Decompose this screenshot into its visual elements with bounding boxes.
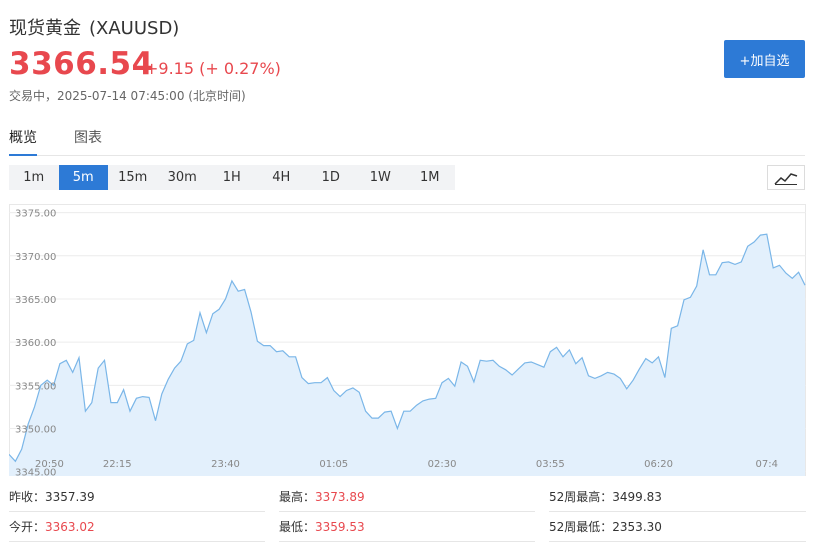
x-tick-label: 01:05	[319, 459, 348, 470]
x-tick-label: 22:15	[103, 459, 132, 470]
period-1h[interactable]: 1H	[222, 170, 241, 185]
x-tick-label: 03:55	[536, 459, 565, 470]
period-1d[interactable]: 1D	[321, 170, 340, 185]
x-tick-label: 20:50	[35, 459, 64, 470]
add-to-watchlist-button[interactable]: +加自选	[724, 40, 805, 78]
price-chart: 3375.00 3370.00 3365.00 3360.00 3355.00 3350.…	[9, 204, 806, 476]
y-tick-label: 3370.00	[15, 252, 56, 263]
price-area	[9, 234, 805, 476]
line-chart-icon	[774, 172, 798, 185]
stat-low: 最低： 3359.53	[279, 512, 535, 542]
tab-overview[interactable]: 概览	[9, 127, 37, 156]
instrument-symbol: (XAUUSD)	[89, 18, 180, 39]
y-tick-label: 3375.00	[15, 209, 56, 220]
stat-high: 最高： 3373.89	[279, 482, 535, 512]
y-tick-label: 3355.00	[15, 381, 56, 392]
y-tick-label: 3360.00	[15, 338, 56, 349]
period-4h[interactable]: 4H	[272, 170, 291, 185]
x-tick-label: 02:30	[428, 459, 457, 470]
period-30m[interactable]: 30m	[167, 170, 197, 185]
stat-label: 最低：	[279, 520, 316, 534]
stat-52w-high: 52周最高： 3499.83	[549, 482, 806, 512]
instrument-title: 现货黄金 (XAUUSD)	[9, 14, 179, 40]
stat-label: 52周最高：	[549, 490, 613, 504]
stat-value: 3357.39	[45, 489, 95, 504]
stat-prev-close: 昨收： 3357.39	[9, 482, 265, 512]
price-change: +9.15 (+ 0.27%)	[145, 59, 281, 78]
stat-open: 今开： 3363.02	[9, 512, 265, 542]
tab-chart[interactable]: 图表	[74, 130, 102, 146]
trading-status: 交易中，2025-07-14 07:45:00 (北京时间)	[9, 89, 246, 103]
stat-label: 昨收：	[9, 490, 46, 504]
period-1mo[interactable]: 1M	[420, 170, 440, 185]
period-15m[interactable]: 15m	[118, 170, 148, 185]
stat-value: 2353.30	[612, 519, 662, 534]
y-tick-label: 3350.00	[15, 425, 56, 436]
current-price: 3366.54	[9, 46, 154, 82]
chart-type-button[interactable]	[767, 165, 805, 190]
y-tick-label: 3345.00	[15, 468, 56, 476]
x-tick-label: 07:4	[756, 459, 778, 470]
stat-value: 3359.53	[315, 519, 365, 534]
instrument-name: 现货黄金	[9, 18, 81, 39]
price-line	[9, 233, 806, 463]
stat-value: 3499.83	[612, 489, 662, 504]
stat-label: 最高：	[279, 490, 316, 504]
y-tick-label: 3365.00	[15, 295, 56, 306]
stat-label: 今开：	[9, 520, 46, 534]
period-1m[interactable]: 1m	[23, 170, 45, 185]
x-tick-label: 23:40	[211, 459, 240, 470]
price-chart-svg: 3375.00 3370.00 3365.00 3360.00 3355.00 3350.…	[9, 204, 806, 476]
stat-label: 52周最低：	[549, 520, 613, 534]
stat-52w-low: 52周最低： 2353.30	[549, 512, 806, 542]
period-selector: 1m 5m 15m 30m 1H 4H 1D 1W 1M	[9, 165, 455, 190]
stat-value: 3363.02	[45, 519, 95, 534]
period-1w[interactable]: 1W	[369, 170, 391, 185]
stat-value: 3373.89	[315, 489, 365, 504]
view-tabs: 概览 图表	[9, 125, 805, 156]
period-5m[interactable]: 5m	[58, 165, 108, 190]
x-tick-label: 06:20	[644, 459, 673, 470]
